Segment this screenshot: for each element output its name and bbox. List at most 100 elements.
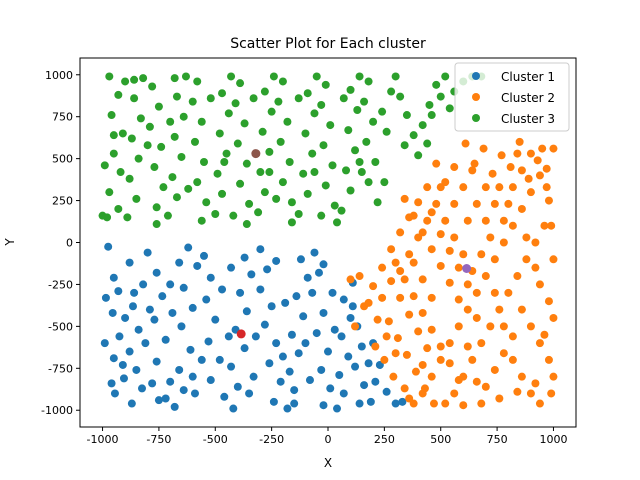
data-point-cluster-1 [101,293,110,302]
data-point-cluster-3 [143,141,152,150]
data-point-cluster-2 [396,293,405,302]
data-point-cluster-2 [423,216,432,225]
points-layer [98,72,558,413]
data-point-cluster-2 [544,297,553,306]
y-tick-label: 1000 [45,69,73,82]
data-point-cluster-2 [423,344,432,353]
data-point-cluster-2 [409,258,418,267]
data-point-cluster-2 [371,342,380,351]
data-point-cluster-3 [224,109,233,118]
data-point-cluster-1 [299,312,308,321]
data-point-cluster-2 [531,379,540,388]
data-point-cluster-3 [333,218,342,227]
data-point-cluster-3 [107,111,116,120]
data-point-cluster-3 [249,94,258,103]
data-point-cluster-3 [285,157,294,166]
data-point-cluster-3 [445,104,454,113]
data-point-cluster-3 [132,194,141,203]
data-point-cluster-2 [549,372,558,381]
data-point-cluster-1 [145,305,154,314]
y-tick-label: -250 [48,278,73,291]
data-point-cluster-2 [400,194,409,203]
data-point-cluster-3 [310,168,319,177]
data-point-cluster-1 [326,384,335,393]
data-point-cluster-1 [290,399,299,408]
data-point-cluster-2 [517,166,526,175]
data-point-cluster-1 [263,265,272,274]
data-point-cluster-1 [227,362,236,371]
data-point-cluster-1 [240,344,249,353]
data-point-cluster-3 [337,206,346,215]
data-point-cluster-2 [427,245,436,254]
data-point-cluster-3 [425,100,434,109]
data-point-cluster-3 [236,79,245,88]
data-point-cluster-2 [499,238,508,247]
y-tick-label: 0 [66,237,73,250]
data-point-cluster-3 [242,159,251,168]
data-point-cluster-1 [107,379,116,388]
data-point-cluster-3 [423,139,432,148]
data-point-cluster-2 [490,288,499,297]
data-point-cluster-2 [515,137,524,146]
data-point-cluster-1 [292,292,301,301]
data-point-cluster-3 [188,97,197,106]
data-point-cluster-2 [477,250,486,259]
data-point-cluster-3 [254,208,263,217]
data-point-cluster-3 [134,154,143,163]
legend-label-cluster-3: Cluster 3 [501,112,555,126]
data-point-cluster-1 [152,268,161,277]
data-point-cluster-1 [150,315,159,324]
data-point-cluster-2 [418,360,427,369]
data-point-cluster-3 [116,168,125,177]
data-point-cluster-1 [312,329,321,338]
data-point-cluster-3 [152,220,161,229]
data-point-cluster-1 [319,260,328,269]
data-point-cluster-2 [531,238,540,247]
data-point-cluster-1 [330,325,339,334]
data-point-cluster-1 [227,263,236,272]
data-point-cluster-2 [535,399,544,408]
data-point-cluster-2 [472,288,481,297]
data-point-cluster-3 [360,97,369,106]
data-point-cluster-3 [220,157,229,166]
data-point-cluster-1 [184,243,193,252]
data-point-cluster-2 [495,305,504,314]
data-point-cluster-1 [188,303,197,312]
data-point-cluster-3 [351,146,360,155]
data-point-cluster-3 [130,94,139,103]
data-point-cluster-1 [245,389,254,398]
x-tick-label: 750 [487,433,508,446]
data-point-cluster-1 [139,280,148,289]
data-point-cluster-3 [148,82,157,91]
data-point-cluster-3 [170,132,179,141]
centroid-point-2 [462,263,472,273]
data-point-cluster-2 [508,183,517,192]
data-point-cluster-2 [454,376,463,385]
data-point-cluster-1 [118,360,127,369]
data-point-cluster-1 [158,292,167,301]
data-point-cluster-3 [317,211,326,220]
data-point-cluster-2 [396,267,405,276]
data-point-cluster-3 [346,85,355,94]
data-point-cluster-1 [281,298,290,307]
data-point-cluster-3 [373,198,382,207]
data-point-cluster-1 [233,382,242,391]
data-point-cluster-3 [364,77,373,86]
data-point-cluster-1 [267,302,276,311]
y-axis-label: Y [3,238,17,247]
data-point-cluster-1 [339,295,348,304]
data-point-cluster-3 [299,169,308,178]
data-point-cluster-1 [215,355,224,364]
data-point-cluster-3 [441,72,450,81]
data-point-cluster-2 [508,355,517,364]
data-point-cluster-3 [100,161,109,170]
data-point-cluster-2 [441,399,450,408]
data-point-cluster-1 [229,404,238,413]
data-point-cluster-3 [287,218,296,227]
data-point-cluster-3 [319,141,328,150]
data-point-cluster-2 [454,263,463,272]
data-point-cluster-3 [432,80,441,89]
data-point-cluster-2 [445,246,454,255]
data-point-cluster-3 [170,74,179,83]
legend-marker-cluster-1 [472,72,480,80]
